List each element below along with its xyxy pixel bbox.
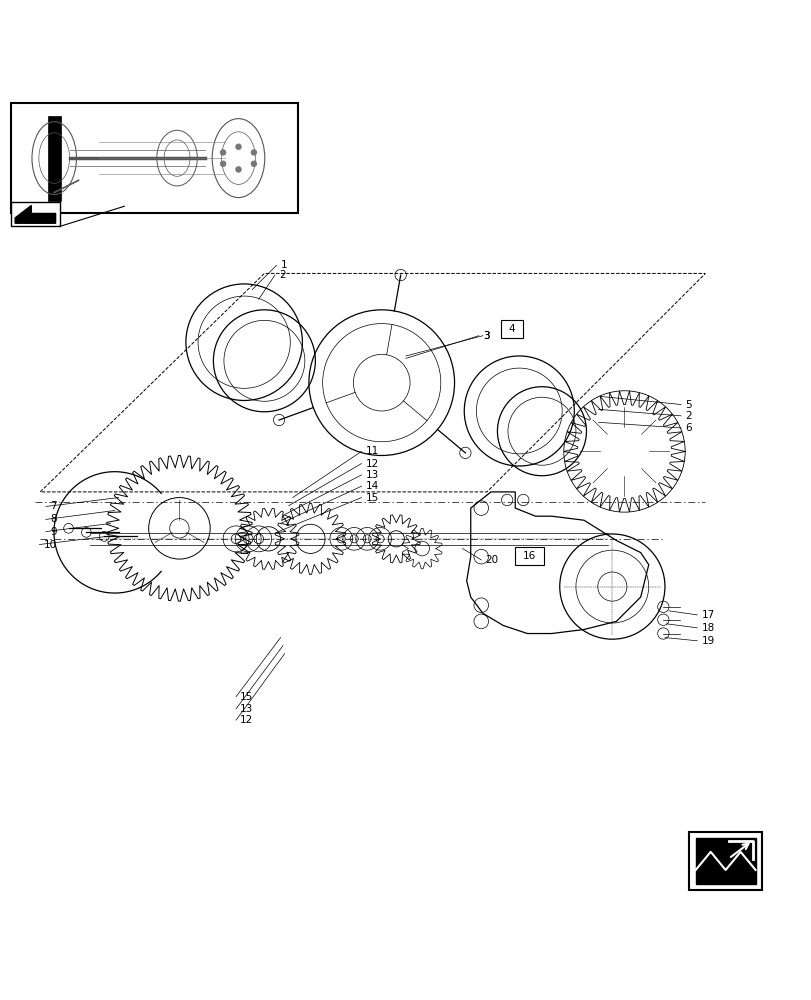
Text: 15: 15 — [240, 692, 253, 702]
Text: 6: 6 — [684, 423, 691, 433]
Text: 12: 12 — [240, 715, 253, 725]
Text: 13: 13 — [240, 704, 253, 714]
Circle shape — [235, 166, 242, 173]
Text: 20: 20 — [485, 555, 498, 565]
Text: 14: 14 — [365, 481, 378, 491]
Text: 17: 17 — [701, 610, 714, 620]
Text: 2: 2 — [684, 411, 691, 421]
Text: 15: 15 — [365, 493, 378, 503]
Bar — [500, 320, 523, 338]
Text: 10: 10 — [44, 540, 57, 550]
Bar — [515, 547, 543, 565]
Text: 13: 13 — [365, 470, 378, 480]
Text: 8: 8 — [50, 514, 57, 524]
Bar — [11, 202, 59, 226]
Text: 3: 3 — [483, 331, 489, 341]
Text: 4: 4 — [508, 324, 515, 334]
Circle shape — [220, 149, 226, 156]
Text: 19: 19 — [701, 636, 714, 646]
Bar — [689, 832, 761, 890]
Text: 7: 7 — [50, 501, 57, 511]
Text: 18: 18 — [701, 623, 714, 633]
Text: 1: 1 — [281, 260, 287, 270]
Circle shape — [235, 144, 242, 150]
Text: 5: 5 — [684, 400, 691, 410]
Text: 2: 2 — [279, 270, 285, 280]
Text: 11: 11 — [365, 446, 378, 456]
Circle shape — [220, 161, 226, 167]
Bar — [48, 116, 61, 201]
Circle shape — [251, 149, 257, 156]
Circle shape — [251, 161, 257, 167]
Text: 9: 9 — [50, 527, 57, 537]
Polygon shape — [15, 205, 55, 223]
Bar — [695, 838, 755, 884]
Text: 3: 3 — [483, 331, 489, 341]
Text: 12: 12 — [365, 459, 378, 469]
Text: 16: 16 — [522, 551, 535, 561]
Bar — [11, 103, 298, 213]
